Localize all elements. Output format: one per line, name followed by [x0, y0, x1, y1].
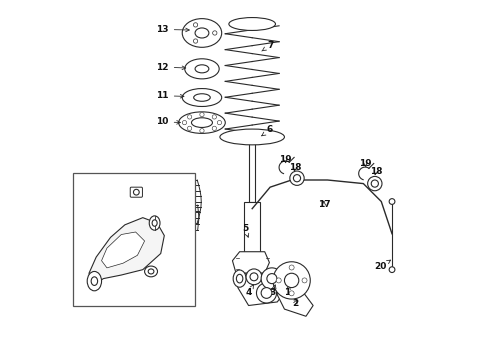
Polygon shape: [89, 218, 164, 286]
Circle shape: [188, 115, 192, 119]
Ellipse shape: [261, 268, 283, 289]
Circle shape: [194, 39, 197, 43]
Circle shape: [182, 121, 187, 125]
FancyBboxPatch shape: [245, 202, 260, 252]
Ellipse shape: [389, 199, 395, 204]
Polygon shape: [238, 273, 288, 306]
Circle shape: [213, 31, 217, 35]
Text: 14: 14: [76, 240, 90, 262]
Polygon shape: [277, 280, 313, 316]
Text: 15: 15: [151, 206, 163, 215]
Circle shape: [302, 278, 307, 283]
Circle shape: [289, 291, 294, 296]
Text: 1: 1: [284, 285, 291, 297]
Text: 12: 12: [156, 63, 186, 72]
Ellipse shape: [389, 267, 395, 273]
Text: 6: 6: [262, 125, 273, 136]
Text: 13: 13: [156, 25, 189, 34]
Ellipse shape: [149, 216, 160, 230]
Ellipse shape: [145, 266, 157, 277]
Circle shape: [212, 115, 217, 119]
Text: 9: 9: [159, 187, 178, 196]
Ellipse shape: [371, 180, 378, 187]
Ellipse shape: [148, 269, 154, 274]
Ellipse shape: [220, 129, 285, 145]
Text: 2: 2: [292, 299, 298, 308]
Text: 18: 18: [369, 167, 382, 176]
Ellipse shape: [194, 94, 210, 101]
Ellipse shape: [179, 112, 225, 134]
Text: 7: 7: [262, 41, 273, 51]
Circle shape: [188, 126, 192, 130]
Polygon shape: [232, 252, 270, 273]
Ellipse shape: [261, 288, 272, 298]
Ellipse shape: [185, 59, 219, 79]
Ellipse shape: [368, 176, 382, 191]
Ellipse shape: [87, 271, 101, 291]
FancyBboxPatch shape: [73, 173, 195, 306]
Circle shape: [217, 121, 221, 125]
Ellipse shape: [256, 283, 276, 303]
Circle shape: [212, 126, 217, 130]
Text: 8: 8: [159, 210, 177, 219]
Ellipse shape: [192, 118, 213, 127]
Ellipse shape: [290, 171, 304, 185]
Ellipse shape: [233, 270, 246, 287]
Text: 20: 20: [374, 260, 391, 271]
Ellipse shape: [195, 65, 209, 73]
Polygon shape: [101, 232, 145, 268]
Ellipse shape: [133, 189, 139, 195]
Circle shape: [276, 278, 281, 283]
Text: 11: 11: [156, 91, 184, 100]
Text: 16: 16: [86, 292, 99, 301]
Ellipse shape: [294, 175, 300, 182]
Text: 19: 19: [279, 155, 292, 164]
Text: 17: 17: [318, 200, 330, 209]
Ellipse shape: [182, 19, 221, 47]
Ellipse shape: [91, 277, 98, 285]
Ellipse shape: [152, 220, 157, 226]
Ellipse shape: [246, 269, 262, 285]
Ellipse shape: [236, 274, 243, 283]
Text: 19: 19: [359, 159, 372, 168]
Ellipse shape: [273, 262, 310, 299]
Text: 5: 5: [242, 224, 249, 237]
Ellipse shape: [229, 18, 275, 31]
Text: 16: 16: [142, 188, 161, 197]
Ellipse shape: [195, 28, 209, 38]
Circle shape: [200, 129, 204, 133]
Ellipse shape: [285, 273, 299, 288]
Ellipse shape: [250, 273, 258, 281]
FancyBboxPatch shape: [249, 137, 255, 202]
Circle shape: [289, 265, 294, 270]
Text: 3: 3: [270, 285, 276, 297]
FancyBboxPatch shape: [130, 187, 143, 197]
Circle shape: [200, 112, 204, 117]
Ellipse shape: [267, 274, 277, 284]
Text: 18: 18: [289, 163, 301, 172]
Circle shape: [194, 23, 197, 27]
Ellipse shape: [182, 89, 221, 107]
Text: 4: 4: [245, 285, 253, 297]
Text: 10: 10: [156, 117, 180, 126]
